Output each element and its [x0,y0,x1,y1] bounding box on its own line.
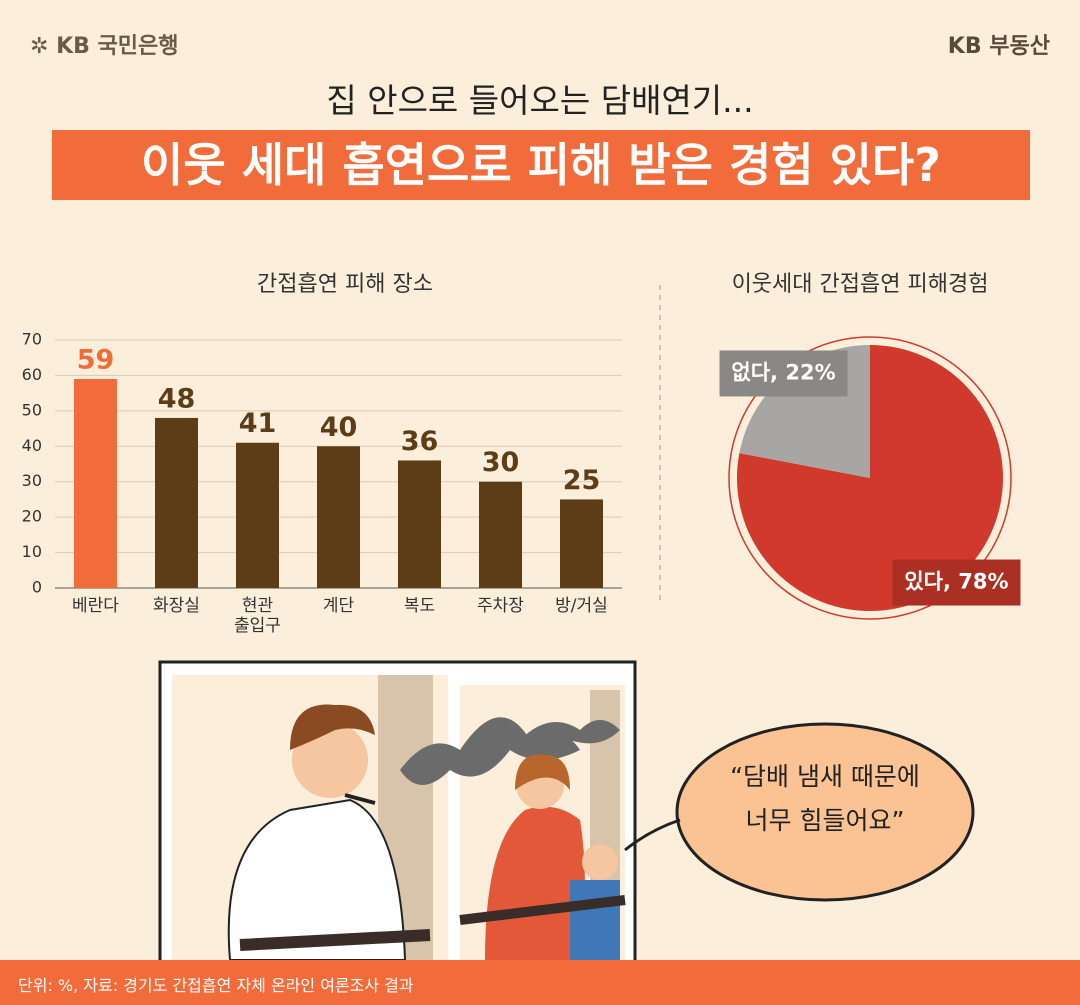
logo: KB 부동산 [947,34,1050,59]
label-box [719,350,848,397]
y-tick-label: 40 [22,436,42,455]
x-tick-label: 주차장 [477,596,524,616]
y-tick-label: 30 [22,471,42,490]
y-tick-label: 20 [22,507,42,526]
source: 단위: %, 자료: 경기도 간접흡연 자체 온라인 여론조사 결과 [18,976,414,995]
x-tick-label: 베란다 [72,596,119,616]
x-tick-label: 화장실 [153,596,200,616]
value-label: 있다, 78% [904,570,1008,594]
y-tick-label: 60 [22,365,42,384]
chart-title: 이웃세대 간접흡연 피해경험 [732,272,989,297]
y-tick-label: 0 [32,578,42,597]
logo: ✲ KB 국민은행 [30,34,179,59]
y-tick-label: 70 [22,330,42,349]
bar [479,481,522,588]
title: 이웃 세대 흡연으로 피해 받은 경험 있다? [52,130,1030,200]
x-tick-label: 방/거실 [555,596,608,616]
bar [398,460,441,588]
bar [236,442,279,588]
value-label: 없다, 22% [731,360,835,384]
value-label: 59 [77,344,115,375]
bar [560,499,603,588]
bar-chart: 간접흡연 피해 장소 0 10 20 30 40 50 60 70 59 48 41 40 36 30 25 [22,272,622,597]
x-tick-label: 현관 출입구 [234,596,281,636]
value-label: 48 [158,383,196,414]
value-label: 40 [320,412,358,443]
x-tick-label: 계단 [322,596,355,616]
value-label: 25 [563,465,601,496]
window-scene [158,660,975,964]
value-label: 41 [239,408,277,439]
y-tick-label: 50 [22,400,42,419]
label-box [892,559,1021,606]
footer: 단위: %, 자료: 경기도 간접흡연 자체 온라인 여론조사 결과 [0,960,1080,1005]
bar [317,446,360,588]
pie-chart: 이웃세대 간접흡연 피해경험 있다, 78% 없다, 22% [719,272,1021,620]
x-tick-label: 복도 [403,596,436,616]
headline: 집 안으로 들어오는 담배연기... [326,81,754,120]
value-label: 36 [401,426,439,457]
bar [74,378,117,588]
chart-title: 간접흡연 피해 장소 [257,272,433,297]
speech-bubble: “담배 냄새 때문에 너무 힘들어요” [730,762,920,835]
pie-ring [728,336,1012,620]
value-label: 30 [482,447,520,478]
bar [155,417,198,588]
y-tick-label: 10 [22,542,42,561]
